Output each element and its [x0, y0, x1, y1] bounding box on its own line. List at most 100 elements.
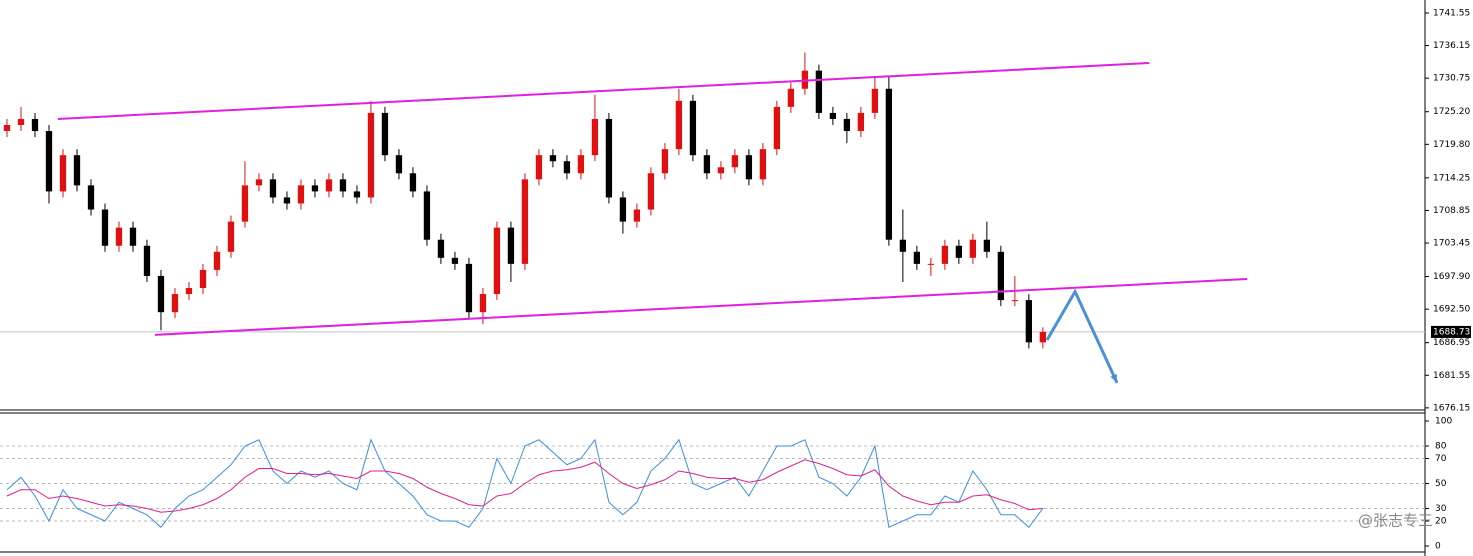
y-tick-label: 1703.45	[1433, 239, 1470, 249]
candle-body	[633, 209, 641, 222]
candle-body	[297, 185, 305, 204]
oscillator-line	[6, 459, 1043, 513]
candle-body	[885, 88, 893, 240]
candle-body	[367, 112, 375, 198]
candle-body	[941, 245, 949, 264]
y-tick-label: 1714.25	[1433, 173, 1470, 183]
candle-body	[689, 100, 697, 156]
candle-body	[451, 257, 459, 264]
candle-body	[479, 294, 487, 313]
y-tick-label: 1686.95	[1433, 338, 1470, 348]
candle-body	[311, 185, 319, 192]
arrow-head	[1110, 373, 1118, 383]
y-tick-label: 0	[1435, 542, 1441, 552]
candle-body	[213, 251, 221, 270]
candle-body	[87, 185, 95, 210]
candle-body	[185, 288, 193, 295]
candle-body	[129, 227, 137, 246]
candle-body	[381, 112, 389, 156]
candle-body	[31, 118, 39, 132]
candle-body	[927, 263, 935, 265]
channel-line	[154, 277, 1248, 336]
oscillator-line	[6, 438, 1044, 528]
candle-body	[899, 239, 907, 252]
candle-body	[73, 155, 81, 186]
candle-body	[465, 263, 473, 313]
candle-body	[703, 155, 711, 174]
y-tick-label: 1692.50	[1433, 305, 1470, 315]
candle-body	[815, 70, 823, 113]
candle-body	[353, 191, 361, 198]
candle-body	[17, 118, 25, 125]
candle-body	[745, 155, 753, 180]
y-tick-label: 1681.55	[1433, 371, 1470, 381]
candle-body	[45, 131, 53, 192]
y-tick-label: 30	[1435, 504, 1447, 514]
candle-body	[857, 112, 865, 132]
candle-body	[647, 173, 655, 210]
candle-body	[437, 239, 445, 258]
candle-body	[325, 179, 333, 192]
candle-body	[255, 179, 263, 186]
candle-body	[773, 106, 781, 150]
candle-body	[661, 149, 669, 174]
last-price-box	[1431, 325, 1471, 338]
channel-line	[57, 61, 1150, 120]
y-tick-label: 70	[1435, 454, 1447, 464]
candle-body	[3, 124, 11, 132]
candle-body	[59, 155, 67, 192]
y-tick-label: 1676.15	[1433, 403, 1470, 413]
candle-body	[549, 155, 557, 162]
y-tick-label: 20	[1435, 517, 1447, 527]
candle-body	[409, 173, 417, 192]
candle-body	[423, 191, 431, 240]
candle-body	[1025, 300, 1033, 343]
candle-body	[577, 155, 585, 174]
candle-body	[871, 88, 879, 113]
y-tick-label: 1725.20	[1433, 107, 1470, 117]
candle-body	[269, 179, 277, 198]
candle-body	[675, 100, 683, 150]
watermark: @张志专三	[1358, 512, 1433, 530]
candle-body	[605, 118, 613, 198]
y-tick-label: 1708.85	[1433, 206, 1470, 216]
candle-body	[969, 239, 977, 258]
y-tick-label: 50	[1435, 479, 1447, 489]
candle-body	[759, 149, 767, 180]
y-tick-label: 100	[1435, 417, 1452, 427]
candle-body	[731, 155, 739, 168]
candle-body	[829, 112, 837, 119]
forecast-arrow	[1045, 288, 1119, 384]
y-tick-label: 1730.75	[1433, 74, 1470, 84]
candle-body	[521, 179, 529, 264]
candle-body	[507, 227, 515, 264]
candle-body	[1039, 331, 1047, 343]
candle-body	[241, 185, 249, 222]
candle-body	[143, 245, 151, 276]
y-tick-label: 1736.15	[1433, 41, 1470, 51]
candle-body	[787, 88, 795, 107]
candle-body	[227, 221, 235, 252]
candle-body	[101, 209, 109, 246]
y-tick-label: 80	[1435, 442, 1447, 452]
candle-body	[619, 197, 627, 222]
candle-body	[535, 155, 543, 180]
candle-body	[983, 239, 991, 252]
last-price-label: 1688.73	[1433, 327, 1470, 337]
y-tick-label: 1741.55	[1433, 8, 1470, 18]
candle-body	[157, 275, 165, 313]
candle-body	[843, 118, 851, 132]
candle-body	[283, 197, 291, 204]
candle-body	[591, 118, 599, 156]
candle-body	[115, 227, 123, 246]
candle-body	[395, 155, 403, 174]
candle-body	[913, 251, 921, 264]
candle-body	[1011, 300, 1019, 302]
candle-body	[171, 294, 179, 313]
candle-body	[955, 245, 963, 258]
candle-body	[717, 167, 725, 174]
candle-body	[199, 269, 207, 289]
candle-body	[339, 179, 347, 192]
